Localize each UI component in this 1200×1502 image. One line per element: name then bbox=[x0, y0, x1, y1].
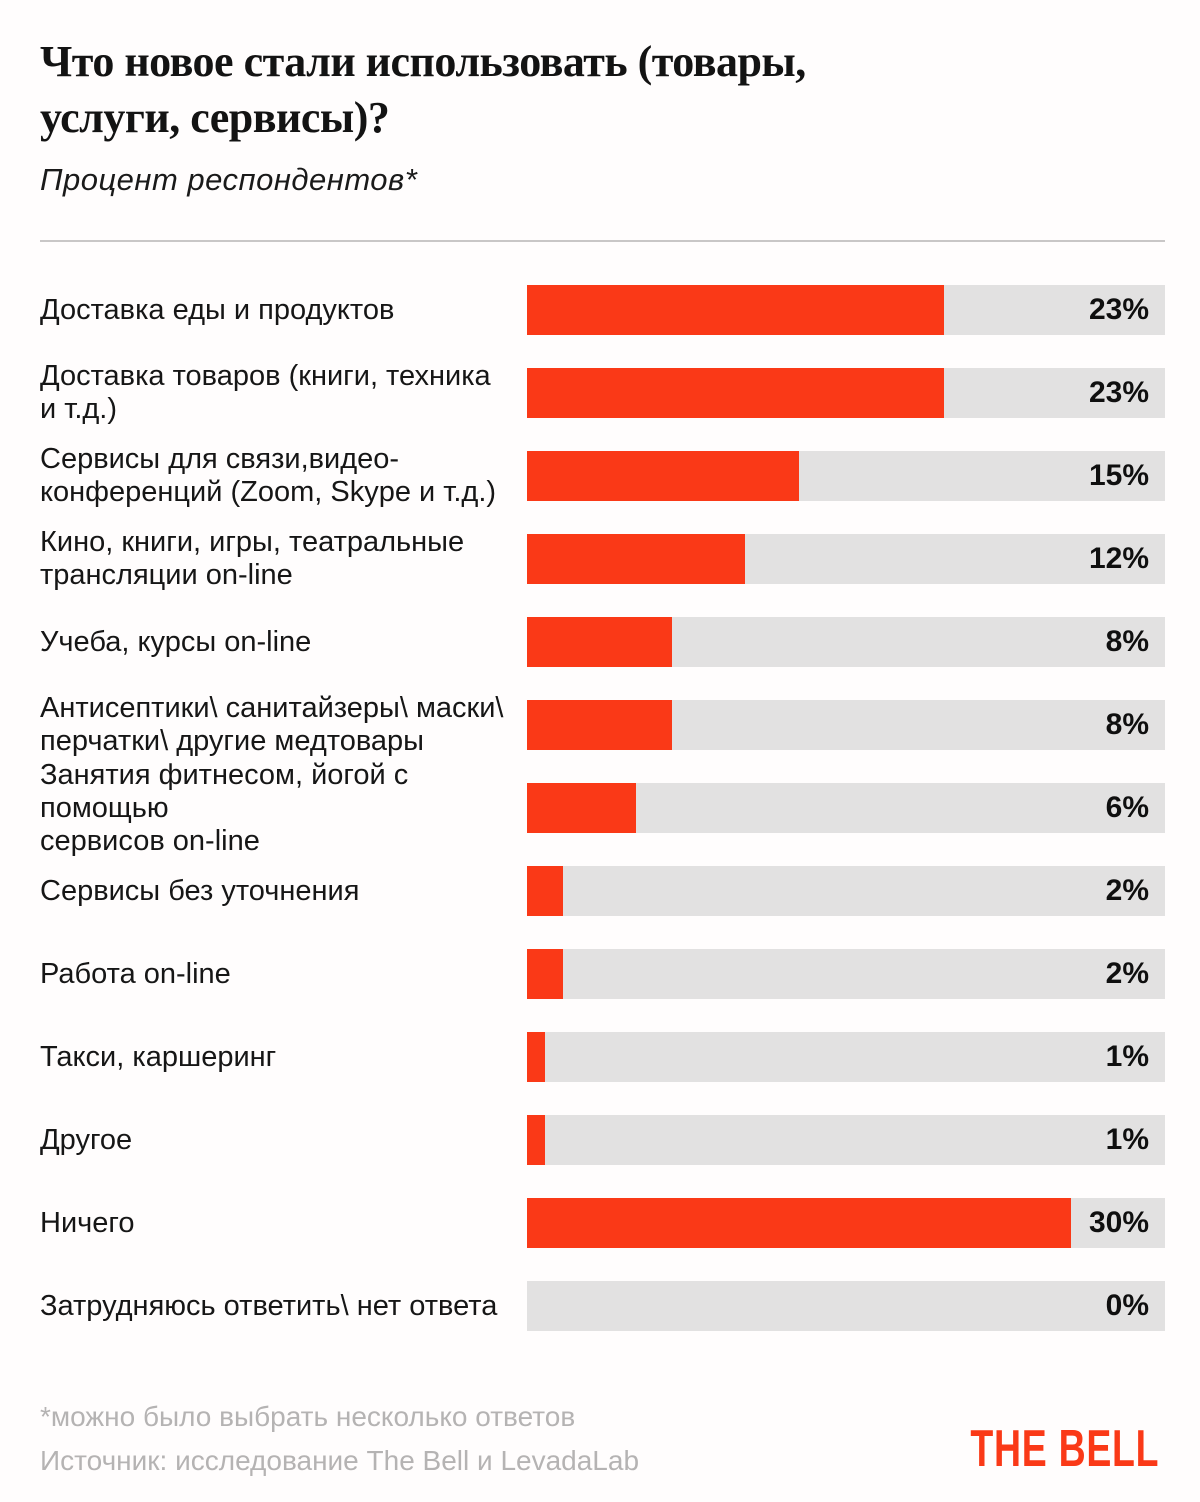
bar-fill bbox=[527, 1198, 1071, 1248]
value-label: 2% bbox=[1105, 957, 1149, 990]
category-label: Работа on-line bbox=[40, 957, 231, 990]
value-label: 23% bbox=[1088, 376, 1149, 409]
bar-fill bbox=[527, 949, 564, 999]
bar-track: 0% bbox=[527, 1281, 1165, 1331]
chart-row: Сервисы для связи,видео- конференций (Zo… bbox=[40, 443, 1165, 508]
chart-row: Другое 1% bbox=[40, 1115, 1165, 1165]
chart-row: Занятия фитнесом, йогой с помощью сервис… bbox=[40, 759, 1165, 857]
chart-subtitle: Процент респондентов* bbox=[40, 162, 418, 197]
bar-track: 8% bbox=[527, 617, 1165, 667]
bar-track: 23% bbox=[527, 368, 1165, 418]
chart-row: Ничего 30% bbox=[40, 1198, 1165, 1248]
bar-fill bbox=[527, 700, 672, 750]
category-label: Антисептики\ санитайзеры\ маски\ перчатк… bbox=[40, 692, 504, 757]
bar-fill bbox=[527, 285, 944, 335]
category-label: Затрудняюсь ответить\ нет ответа bbox=[40, 1289, 498, 1322]
category-label: Учеба, курсы on-line bbox=[40, 625, 312, 658]
bar-fill bbox=[527, 1032, 546, 1082]
divider bbox=[40, 240, 1165, 242]
chart-title: Что новое стали использовать (товары, ус… bbox=[40, 37, 806, 142]
chart-row: Доставка товаров (книги, техника и т.д.)… bbox=[40, 360, 1165, 425]
bar-fill bbox=[527, 534, 745, 584]
category-label: Доставка товаров (книги, техника и т.д.) bbox=[40, 360, 491, 425]
bar-fill bbox=[527, 783, 636, 833]
value-label: 15% bbox=[1088, 459, 1149, 492]
value-label: 1% bbox=[1105, 1040, 1149, 1073]
chart-row: Работа on-line 2% bbox=[40, 949, 1165, 999]
bar-track: 1% bbox=[527, 1032, 1165, 1082]
bar-track: 12% bbox=[527, 534, 1165, 584]
bar-track: 23% bbox=[527, 285, 1165, 335]
value-label: 0% bbox=[1105, 1289, 1149, 1322]
category-label: Такси, каршеринг bbox=[40, 1040, 277, 1073]
value-label: 8% bbox=[1105, 625, 1149, 658]
bar-fill bbox=[527, 1115, 546, 1165]
bar-track: 6% bbox=[527, 783, 1165, 833]
category-label: Кино, книги, игры, театральные трансляци… bbox=[40, 526, 465, 591]
chart-row: Затрудняюсь ответить\ нет ответа 0% bbox=[40, 1281, 1165, 1331]
footnote: *можно было выбрать несколько ответов bbox=[40, 1401, 576, 1432]
bar-fill bbox=[527, 451, 799, 501]
bar-track: 30% bbox=[527, 1198, 1165, 1248]
value-label: 6% bbox=[1105, 791, 1149, 824]
value-label: 8% bbox=[1105, 708, 1149, 741]
bar-track: 2% bbox=[527, 866, 1165, 916]
bar-track: 2% bbox=[527, 949, 1165, 999]
value-label: 23% bbox=[1088, 293, 1149, 326]
category-label: Доставка еды и продуктов bbox=[40, 293, 395, 326]
footer: *можно было выбрать несколько ответов Ис… bbox=[40, 1395, 1165, 1483]
category-label: Другое bbox=[40, 1123, 133, 1156]
bar-track: 8% bbox=[527, 700, 1165, 750]
the-bell-logo: THE BELL bbox=[970, 1420, 1159, 1478]
bar-fill bbox=[527, 866, 564, 916]
bar-fill bbox=[527, 368, 944, 418]
value-label: 2% bbox=[1105, 874, 1149, 907]
value-label: 1% bbox=[1105, 1123, 1149, 1156]
value-label: 12% bbox=[1088, 542, 1149, 575]
category-label: Сервисы без уточнения bbox=[40, 874, 360, 907]
chart-row: Учеба, курсы on-line 8% bbox=[40, 617, 1165, 667]
footer-notes: *можно было выбрать несколько ответов Ис… bbox=[40, 1395, 1165, 1483]
category-label: Ничего bbox=[40, 1206, 135, 1239]
chart-row: Сервисы без уточнения 2% bbox=[40, 866, 1165, 916]
value-label: 30% bbox=[1088, 1206, 1149, 1239]
category-label: Сервисы для связи,видео- конференций (Zo… bbox=[40, 443, 497, 508]
bar-fill bbox=[527, 617, 672, 667]
category-label: Занятия фитнесом, йогой с помощью сервис… bbox=[40, 758, 409, 857]
chart-row: Кино, книги, игры, театральные трансляци… bbox=[40, 526, 1165, 591]
chart-row: Антисептики\ санитайзеры\ маски\ перчатк… bbox=[40, 692, 1165, 757]
chart-row: Доставка еды и продуктов 23% bbox=[40, 285, 1165, 335]
bar-track: 1% bbox=[527, 1115, 1165, 1165]
chart-row: Такси, каршеринг 1% bbox=[40, 1032, 1165, 1082]
bar-chart: Доставка еды и продуктов 23% Доставка то… bbox=[40, 285, 1165, 1331]
bar-track: 15% bbox=[527, 451, 1165, 501]
source-line: Источник: исследование The Bell и Levada… bbox=[40, 1445, 640, 1476]
